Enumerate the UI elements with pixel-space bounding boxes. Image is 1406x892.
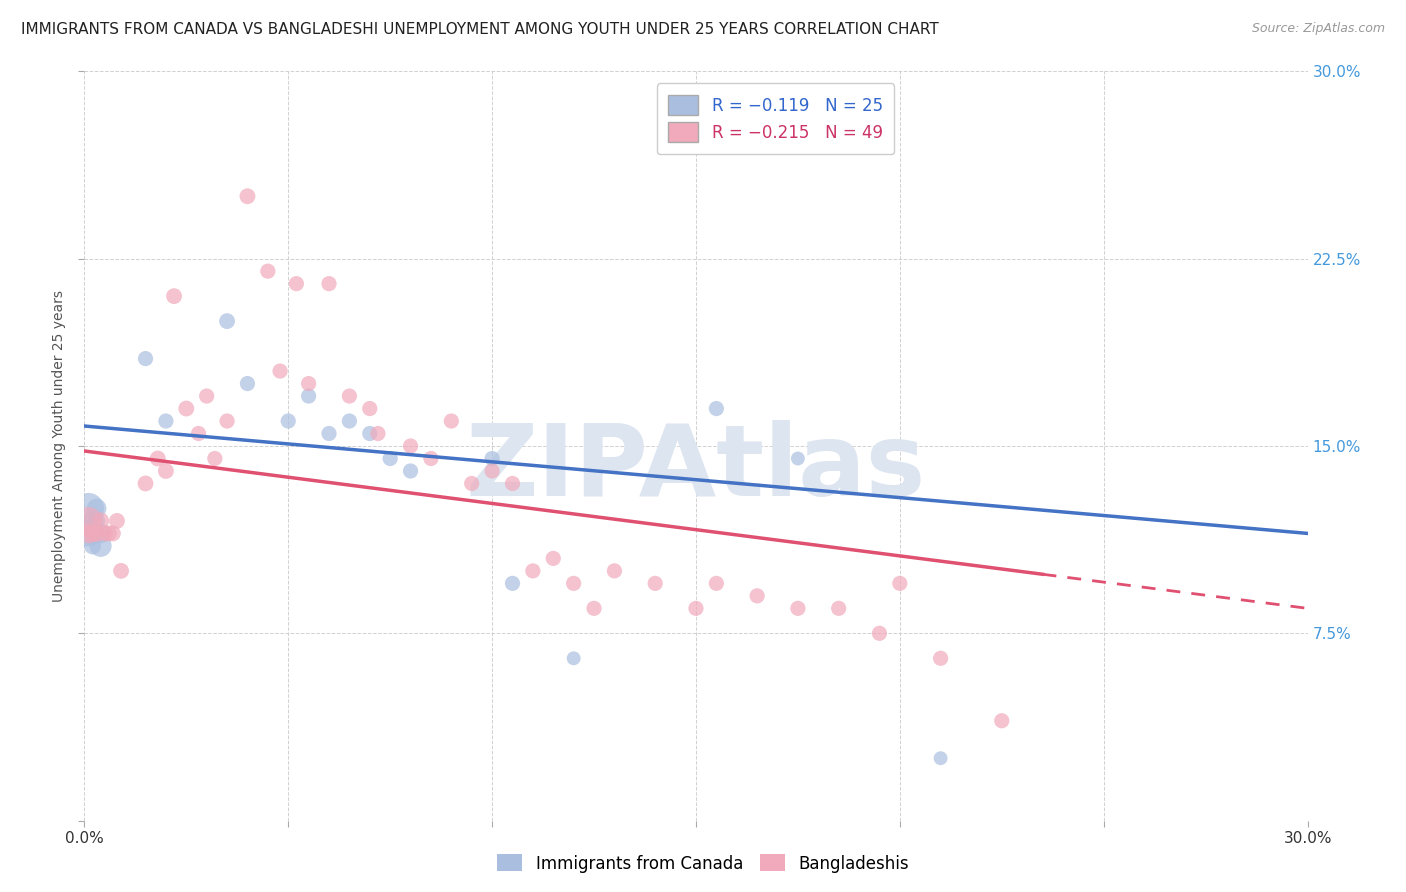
Y-axis label: Unemployment Among Youth under 25 years: Unemployment Among Youth under 25 years bbox=[52, 290, 66, 602]
Point bbox=[77, 501, 100, 516]
Point bbox=[101, 526, 124, 541]
Point bbox=[359, 426, 381, 441]
Point bbox=[399, 464, 422, 478]
Point bbox=[339, 389, 361, 403]
Point bbox=[135, 351, 157, 366]
Point bbox=[502, 576, 524, 591]
Legend: Immigrants from Canada, Bangladeshis: Immigrants from Canada, Bangladeshis bbox=[491, 847, 915, 880]
Point bbox=[77, 514, 100, 528]
Point bbox=[77, 526, 100, 541]
Point bbox=[298, 389, 321, 403]
Point bbox=[236, 376, 259, 391]
Point bbox=[481, 451, 503, 466]
Point bbox=[86, 501, 108, 516]
Point bbox=[174, 401, 197, 416]
Point bbox=[90, 514, 112, 528]
Legend: R = −0.119   N = 25, R = −0.215   N = 49: R = −0.119 N = 25, R = −0.215 N = 49 bbox=[657, 84, 894, 154]
Point bbox=[187, 426, 209, 441]
Point bbox=[86, 514, 108, 528]
Point bbox=[583, 601, 606, 615]
Point bbox=[869, 626, 891, 640]
Point bbox=[603, 564, 626, 578]
Point bbox=[257, 264, 280, 278]
Text: IMMIGRANTS FROM CANADA VS BANGLADESHI UNEMPLOYMENT AMONG YOUTH UNDER 25 YEARS CO: IMMIGRANTS FROM CANADA VS BANGLADESHI UN… bbox=[21, 22, 939, 37]
Point bbox=[706, 576, 728, 591]
Point bbox=[82, 539, 104, 553]
Point bbox=[217, 414, 239, 428]
Point bbox=[461, 476, 484, 491]
Point bbox=[217, 314, 239, 328]
Point bbox=[562, 651, 585, 665]
Point bbox=[562, 576, 585, 591]
Point bbox=[204, 451, 226, 466]
Point bbox=[399, 439, 422, 453]
Point bbox=[285, 277, 308, 291]
Point bbox=[380, 451, 402, 466]
Point bbox=[420, 451, 443, 466]
Text: Source: ZipAtlas.com: Source: ZipAtlas.com bbox=[1251, 22, 1385, 36]
Point bbox=[155, 464, 177, 478]
Point bbox=[135, 476, 157, 491]
Point bbox=[90, 539, 112, 553]
Point bbox=[318, 277, 340, 291]
Point bbox=[110, 564, 132, 578]
Point bbox=[86, 526, 108, 541]
Point bbox=[90, 526, 112, 541]
Point bbox=[367, 426, 389, 441]
Point bbox=[195, 389, 218, 403]
Point bbox=[644, 576, 666, 591]
Point bbox=[105, 514, 128, 528]
Point bbox=[318, 426, 340, 441]
Point bbox=[685, 601, 707, 615]
Point bbox=[269, 364, 291, 378]
Point bbox=[236, 189, 259, 203]
Point bbox=[787, 451, 810, 466]
Point bbox=[747, 589, 769, 603]
Point bbox=[502, 476, 524, 491]
Point bbox=[828, 601, 851, 615]
Point bbox=[889, 576, 911, 591]
Point bbox=[93, 526, 115, 541]
Point bbox=[77, 526, 100, 541]
Text: ZIPAtlas: ZIPAtlas bbox=[465, 420, 927, 517]
Point bbox=[481, 464, 503, 478]
Point bbox=[929, 651, 952, 665]
Point bbox=[82, 514, 104, 528]
Point bbox=[440, 414, 463, 428]
Point bbox=[706, 401, 728, 416]
Point bbox=[543, 551, 565, 566]
Point bbox=[787, 601, 810, 615]
Point bbox=[163, 289, 186, 303]
Point bbox=[929, 751, 952, 765]
Point bbox=[146, 451, 169, 466]
Point bbox=[339, 414, 361, 428]
Point bbox=[991, 714, 1014, 728]
Point bbox=[155, 414, 177, 428]
Point bbox=[522, 564, 544, 578]
Point bbox=[277, 414, 299, 428]
Point bbox=[97, 526, 120, 541]
Point bbox=[359, 401, 381, 416]
Point bbox=[298, 376, 321, 391]
Point bbox=[82, 526, 104, 541]
